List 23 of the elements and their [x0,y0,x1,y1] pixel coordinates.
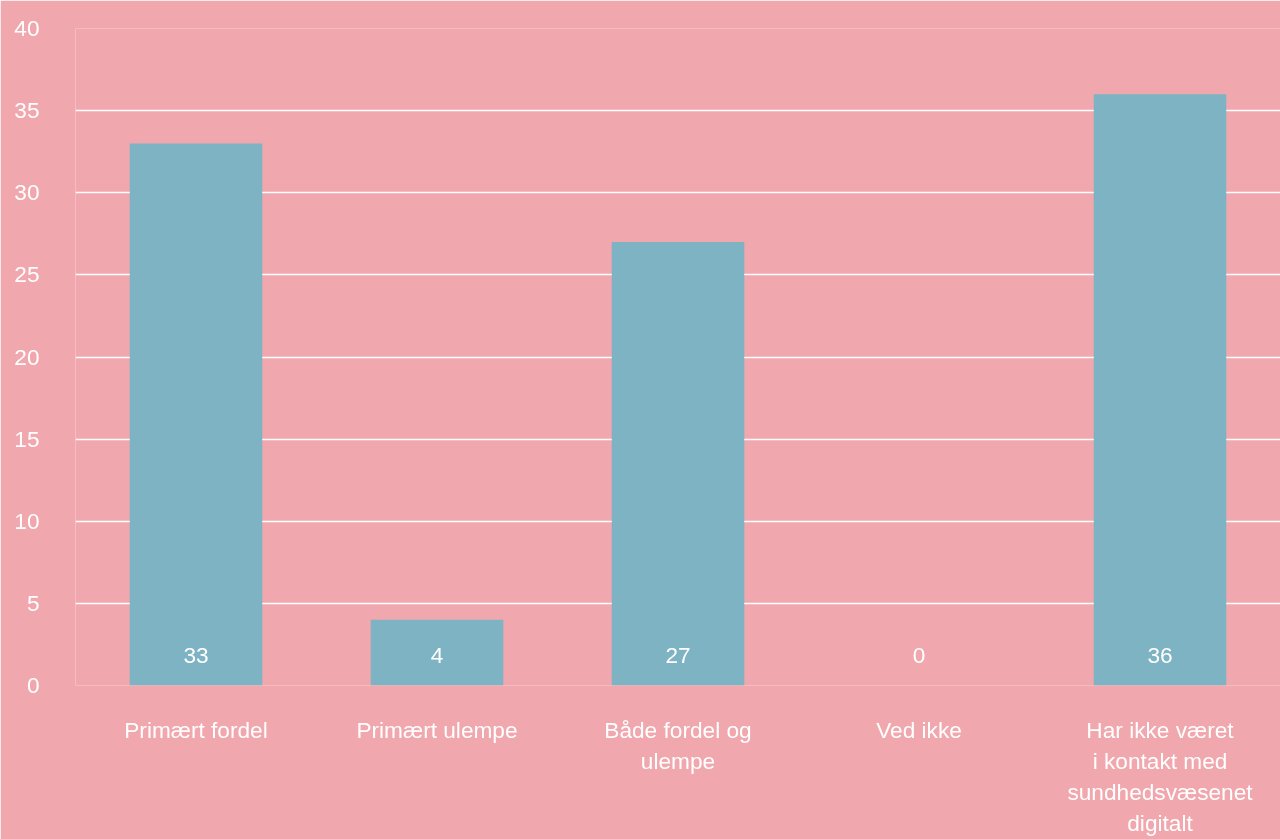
y-tick-label: 20 [14,343,40,370]
x-tick-label: Ved ikke [876,716,962,743]
y-tick-label: 10 [14,507,40,534]
y-tick-label: 0 [26,672,40,698]
x-tick-label: Har ikke været i kontakt med sundhedsvæsenet digitalt [1067,716,1254,837]
x-tick-label: Både fordel og ulempe [604,716,752,774]
x-tick-label: Primært fordel [124,716,268,743]
y-tick-label: 35 [14,97,40,124]
data-label: 27 [665,642,691,668]
data-label: 0 [912,642,926,668]
bar [129,143,263,686]
bar [1093,94,1227,686]
data-label: 36 [1147,642,1173,668]
y-tick-label: 25 [14,261,40,288]
y-tick-label: 30 [14,179,40,206]
y-tick-label: 40 [14,15,40,41]
bar [370,619,504,686]
data-label: 4 [430,642,444,668]
data-label: 33 [183,642,209,668]
y-tick-label: 15 [14,425,40,452]
x-tick-label: Primært ulempe [356,716,518,743]
bar [611,242,745,686]
y-tick-label: 5 [26,589,40,616]
